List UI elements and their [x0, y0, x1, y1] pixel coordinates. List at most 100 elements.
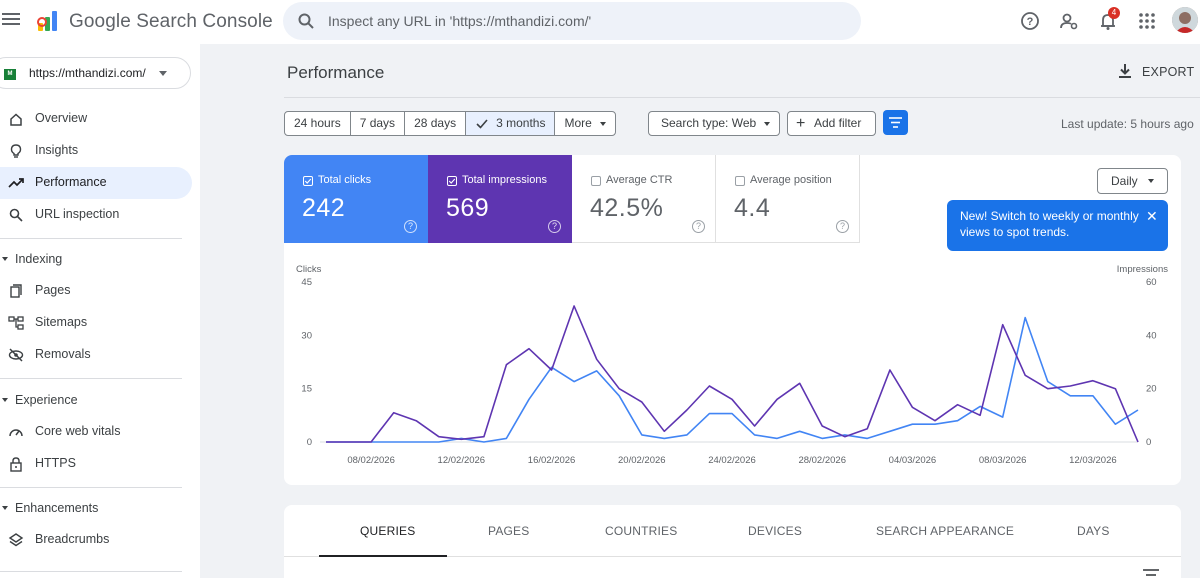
date-more[interactable]: More	[555, 112, 614, 135]
sidebar-divider	[0, 487, 182, 488]
y-tick-left: 30	[301, 330, 312, 341]
metric-average-ctr[interactable]: Average CTR 42.5% ?	[572, 155, 716, 243]
svg-text:?: ?	[1027, 16, 1034, 28]
avatar-image	[1172, 7, 1198, 33]
plus-icon: +	[796, 115, 806, 132]
check-icon	[476, 119, 488, 129]
lightbulb-icon	[10, 144, 22, 158]
sidebar-divider	[0, 238, 182, 239]
avatar[interactable]	[1172, 7, 1198, 33]
search-console-logo[interactable]	[36, 9, 60, 33]
date-28-days[interactable]: 28 days	[405, 112, 467, 135]
top-bar: Google Search Console ? 4	[0, 0, 1200, 44]
sidebar-section-enhancements[interactable]: Enhancements	[0, 494, 182, 522]
lock-icon	[10, 457, 22, 472]
url-inspect-search[interactable]	[283, 2, 861, 40]
filter-settings-button[interactable]	[883, 110, 908, 135]
y-tick-right: 40	[1146, 330, 1157, 341]
search-type-select[interactable]: Search type: Web	[648, 111, 780, 136]
tab-countries[interactable]: COUNTRIES	[605, 524, 678, 538]
granularity-label: Daily	[1111, 174, 1138, 188]
date-7-days[interactable]: 7 days	[351, 112, 406, 135]
metric-total-clicks[interactable]: Total clicks 242 ?	[284, 155, 428, 243]
menu-icon[interactable]	[2, 10, 20, 28]
sidebar-item-label: Core web vitals	[35, 424, 121, 438]
apps-grid-icon[interactable]	[1136, 10, 1158, 32]
sidebar-item-url-inspection[interactable]: URL inspection	[0, 199, 192, 231]
sidebar-item-breadcrumbs[interactable]: Breadcrumbs	[0, 524, 192, 556]
sidebar-item-label: Removals	[35, 347, 91, 361]
checkbox-unchecked-icon[interactable]	[591, 176, 601, 186]
header-divider	[284, 97, 1200, 98]
property-favicon: M	[4, 69, 16, 80]
sidebar-item-https[interactable]: HTTPS	[0, 448, 192, 480]
date-3-months[interactable]: 3 months	[466, 112, 556, 135]
caret-down-icon	[764, 122, 770, 126]
sidebar: M https://mthandizi.com/ Overview Insigh…	[0, 44, 200, 578]
checkbox-checked-icon[interactable]	[303, 176, 313, 186]
home-icon	[10, 113, 22, 126]
caret-down-icon	[159, 71, 167, 76]
x-tick-label: 16/02/2026	[528, 455, 576, 466]
checkbox-unchecked-icon[interactable]	[735, 176, 745, 186]
sidebar-section-indexing[interactable]: Indexing	[0, 245, 182, 273]
search-type-label: Search type: Web	[661, 116, 757, 130]
dimension-tabs-card: QUERIES PAGES COUNTRIES DEVICES SEARCH A…	[284, 505, 1181, 578]
sidebar-item-label: HTTPS	[35, 456, 76, 470]
x-tick-label: 28/02/2026	[798, 455, 846, 466]
sidebar-item-overview[interactable]: Overview	[0, 103, 192, 135]
sidebar-item-performance[interactable]: Performance	[0, 167, 192, 199]
sidebar-item-core-web-vitals[interactable]: Core web vitals	[0, 416, 192, 448]
granularity-select[interactable]: Daily	[1097, 168, 1168, 194]
tab-queries[interactable]: QUERIES	[360, 524, 416, 538]
close-icon[interactable]: ✕	[1146, 208, 1158, 224]
sidebar-item-sitemaps[interactable]: Sitemaps	[0, 307, 192, 339]
sidebar-item-insights[interactable]: Insights	[0, 135, 192, 167]
y-tick-right: 0	[1146, 437, 1151, 448]
export-label: EXPORT	[1142, 65, 1195, 79]
add-filter-label: Add filter	[814, 116, 862, 130]
sidebar-divider	[0, 571, 182, 572]
tab-pages[interactable]: PAGES	[488, 524, 530, 538]
search-icon	[298, 13, 314, 29]
section-heading: Indexing	[15, 252, 63, 266]
caret-down-icon	[599, 121, 606, 126]
tab-search-appearance[interactable]: SEARCH APPEARANCE	[876, 524, 1015, 538]
help-icon[interactable]: ?	[836, 220, 849, 233]
manage-users-icon[interactable]	[1058, 10, 1080, 32]
tab-devices[interactable]: DEVICES	[748, 524, 803, 538]
checkbox-checked-icon[interactable]	[447, 176, 457, 186]
y-tick-right: 60	[1146, 277, 1157, 288]
x-tick-label: 12/02/2026	[438, 455, 486, 466]
add-filter-button[interactable]: + Add filter	[787, 111, 876, 136]
help-icon[interactable]: ?	[404, 220, 417, 233]
x-tick-label: 12/03/2026	[1069, 455, 1117, 466]
property-selector[interactable]: M https://mthandizi.com/	[0, 57, 191, 89]
help-icon[interactable]: ?	[1019, 10, 1041, 32]
metric-average-position[interactable]: Average position 4.4 ?	[716, 155, 860, 243]
date-24-hours[interactable]: 24 hours	[285, 112, 351, 135]
search-icon	[9, 208, 23, 222]
help-icon[interactable]: ?	[692, 220, 705, 233]
metric-label: Average CTR	[606, 174, 673, 186]
help-icon[interactable]: ?	[548, 220, 561, 233]
metric-total-impressions[interactable]: Total impressions 569 ?	[428, 155, 572, 243]
section-heading: Enhancements	[15, 501, 99, 515]
caret-down-icon	[2, 506, 8, 510]
tab-days[interactable]: DAYS	[1077, 524, 1110, 538]
sidebar-item-label: Sitemaps	[35, 315, 88, 329]
x-tick-label: 08/02/2026	[347, 455, 395, 466]
sidebar-section-experience[interactable]: Experience	[0, 386, 182, 414]
series-line-impressions	[326, 305, 1139, 443]
filter-rows-icon[interactable]	[1143, 567, 1159, 577]
layers-icon	[8, 533, 24, 547]
sidebar-item-pages[interactable]: Pages	[0, 275, 192, 307]
metric-label: Total impressions	[462, 174, 547, 186]
sidebar-divider	[0, 378, 182, 379]
sidebar-item-label: Pages	[35, 283, 71, 297]
sitemap-icon	[8, 316, 24, 330]
sidebar-item-removals[interactable]: Removals	[0, 339, 192, 371]
search-input[interactable]	[328, 2, 848, 40]
metric-value: 242	[302, 194, 346, 222]
sidebar-item-label: Performance	[35, 175, 107, 189]
